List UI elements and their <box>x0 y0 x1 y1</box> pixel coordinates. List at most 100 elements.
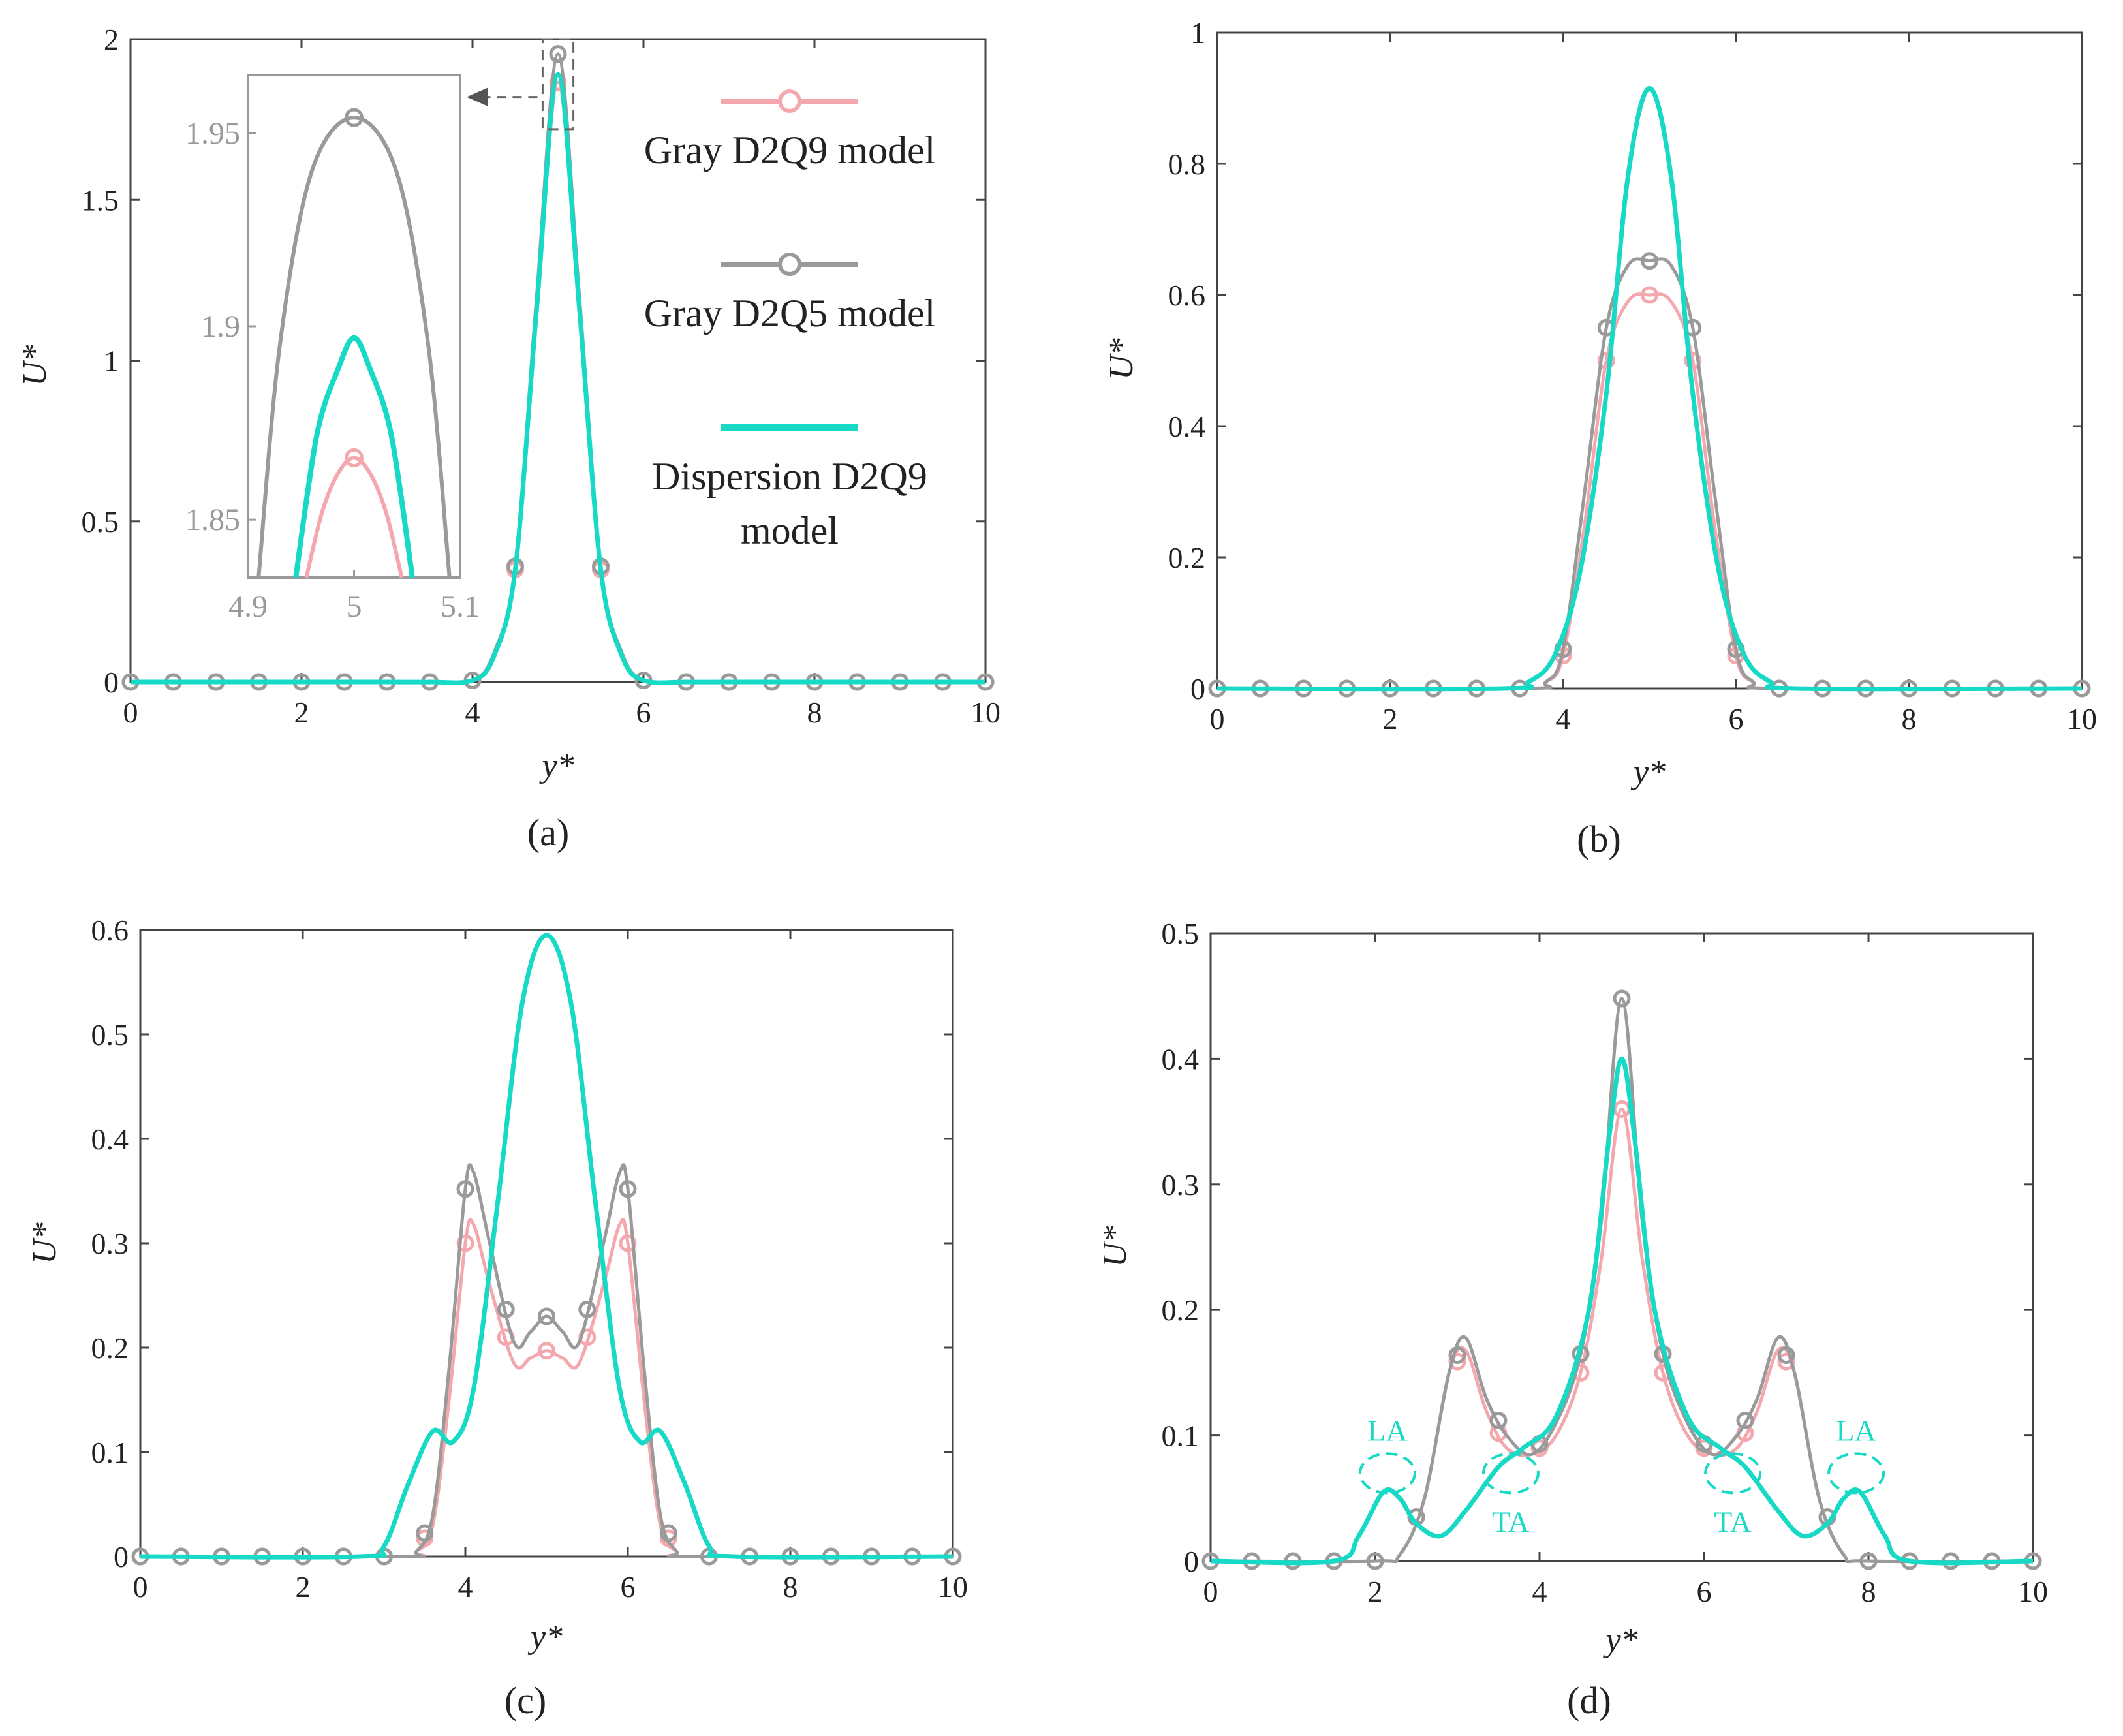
annotation-label: LA <box>1836 1414 1876 1447</box>
y-tick-label: 0.2 <box>1162 1294 1200 1327</box>
y-tick-label: 0.3 <box>1162 1168 1200 1201</box>
plot-frame <box>139 929 954 1558</box>
y-tick-label: 0.8 <box>1168 147 1206 181</box>
inset-y-tick-label: 1.85 <box>185 503 240 537</box>
inset-x-tick-label: 5 <box>347 589 362 624</box>
series-marker-gray-d2q9 <box>416 1529 434 1547</box>
series-line-gray-d2q5 <box>1216 257 2083 691</box>
x-tick-label: 2 <box>294 696 309 729</box>
y-tick-label: 0 <box>1190 672 1205 705</box>
panel-label: (c) <box>504 1679 546 1722</box>
series-marker-gray-d2q5 <box>1366 1552 1384 1570</box>
annotation-ellipse <box>1827 1452 1885 1495</box>
series-line-gray-d2q5 <box>140 1163 953 1559</box>
series-marker-gray-d2q5 <box>1489 1412 1508 1430</box>
x-tick-label: 0 <box>123 696 138 729</box>
series-marker-gray-d2q9 <box>1597 352 1615 369</box>
y-tick-label: 1 <box>104 345 119 378</box>
x-tick-label: 8 <box>1861 1575 1876 1608</box>
series-marker-gray-d2q9 <box>1777 1352 1795 1371</box>
x-tick-label: 2 <box>296 1570 311 1604</box>
panel-label: (a) <box>527 811 569 854</box>
annotation-ellipse <box>1481 1452 1540 1495</box>
x-tick-label: 8 <box>807 696 822 729</box>
series-marker-gray-d2q5 <box>578 1300 597 1318</box>
plot-frame <box>1209 932 2034 1562</box>
y-tick-label: 0 <box>1184 1545 1199 1578</box>
panel-a: 0 2 4 6 8 10 0 0.5 1 1.5 2 y* U* (a) 4.9 5 5.1 1.85 1.9 1.9… <box>16 23 1000 854</box>
legend-label: Gray D2Q9 model <box>644 129 936 172</box>
y-axis-label: U* <box>1096 1226 1134 1267</box>
x-axis-label: y* <box>527 1619 563 1656</box>
y-tick-label: 0.4 <box>91 1123 129 1156</box>
x-tick-label: 6 <box>636 696 651 729</box>
series-marker-gray-d2q9 <box>1448 1352 1466 1371</box>
y-tick-label: 0.3 <box>91 1227 129 1260</box>
x-tick-label: 8 <box>783 1570 798 1604</box>
series-marker-gray-d2q9 <box>659 1529 677 1547</box>
series-marker-gray-d2q5 <box>1777 1346 1795 1364</box>
x-tick-label: 4 <box>458 1570 473 1604</box>
series-line-gray-d2q5 <box>1210 997 2034 1564</box>
x-axis-label: y* <box>538 747 574 784</box>
x-tick-label: 6 <box>1729 702 1744 736</box>
x-tick-label: 10 <box>938 1570 968 1604</box>
series-marker-gray-d2q9 <box>1684 352 1702 369</box>
series-marker-gray-d2q5 <box>1859 1552 1878 1570</box>
series-marker-gray-d2q5 <box>1641 252 1658 270</box>
y-axis-label: U* <box>1103 338 1140 380</box>
x-tick-label: 10 <box>970 696 1000 729</box>
series-marker-gray-d2q9 <box>1641 286 1658 304</box>
x-axis-label: y* <box>1602 1622 1637 1659</box>
panel-c: 0 2 4 6 8 10 0 0.1 0.2 0.3 0.4 0.5 0.6 y* U* (c) <box>26 914 968 1722</box>
y-tick-label: 0.2 <box>91 1331 129 1365</box>
series-marker-gray-d2q5 <box>619 1180 637 1198</box>
y-tick-label: 1.5 <box>82 183 119 217</box>
inset-y-tick-label: 1.95 <box>185 116 240 151</box>
x-tick-label: 0 <box>1210 702 1225 736</box>
y-tick-label: 2 <box>104 23 119 56</box>
x-tick-label: 10 <box>2067 702 2097 736</box>
zoom-arrow-icon <box>467 87 488 106</box>
y-tick-label: 0.4 <box>1162 1042 1200 1076</box>
series-marker-gray-d2q5 <box>1736 1412 1754 1430</box>
inset-line-gray-d2q5 <box>256 116 452 578</box>
y-tick-label: 0.5 <box>91 1018 129 1051</box>
series-marker-gray-d2q9 <box>538 1342 555 1360</box>
annotation-label: LA <box>1367 1414 1407 1447</box>
y-tick-label: 0.1 <box>1162 1419 1200 1453</box>
annotation-ellipse <box>1704 1452 1762 1495</box>
x-tick-label: 6 <box>621 1570 636 1604</box>
series-marker-gray-d2q5 <box>1448 1346 1466 1364</box>
legend-marker-gray-d2q5 <box>778 253 801 276</box>
y-tick-label: 0.5 <box>82 505 119 538</box>
legend-marker-gray-d2q9 <box>778 89 801 113</box>
y-tick-label: 1 <box>1190 16 1205 50</box>
inset-line-gray-d2q9 <box>304 456 404 578</box>
series-marker-gray-d2q9 <box>456 1234 474 1252</box>
series-line-gray-d2q9 <box>1216 292 2083 691</box>
y-axis-label: U* <box>26 1222 63 1264</box>
y-tick-label: 0.6 <box>91 914 129 947</box>
y-axis-label: U* <box>16 345 54 386</box>
zoom-box <box>541 38 575 131</box>
y-tick-label: 0.1 <box>91 1436 129 1469</box>
plot-frame <box>1216 31 2083 690</box>
x-tick-label: 2 <box>1368 1575 1383 1608</box>
x-tick-label: 0 <box>1203 1575 1218 1608</box>
series-marker-gray-d2q5 <box>659 1524 677 1542</box>
x-axis-label: y* <box>1630 754 1666 791</box>
y-tick-label: 0 <box>114 1540 129 1573</box>
legend-label: model <box>741 509 839 552</box>
panel-d: 0 2 4 6 8 10 0 0.1 0.2 0.3 0.4 0.5 y* U* (d) LA TA TA LA <box>1096 917 2048 1722</box>
panel-label: (b) <box>1577 818 1621 860</box>
x-tick-label: 0 <box>133 1570 148 1604</box>
series-line-gray-d2q9 <box>1210 1107 2034 1564</box>
y-tick-label: 0.5 <box>1162 917 1200 950</box>
x-tick-label: 4 <box>1556 702 1571 736</box>
x-tick-label: 4 <box>465 696 480 729</box>
inset-line-dispersion-d2q9 <box>293 335 415 578</box>
series-marker-gray-d2q5 <box>1613 989 1631 1008</box>
legend-label: Gray D2Q5 model <box>644 292 936 335</box>
